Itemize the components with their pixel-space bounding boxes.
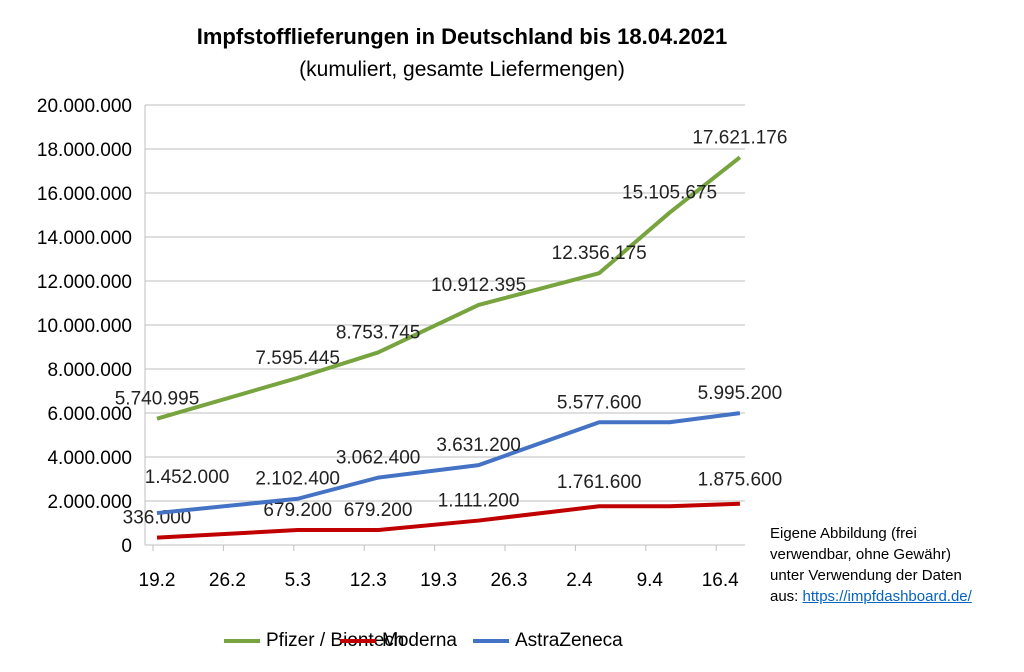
y-tick-label: 2.000.000 (47, 492, 132, 513)
x-tick-label: 26.2 (209, 570, 246, 591)
chart-title: Impfstofflieferungen in Deutschland bis … (196, 24, 728, 49)
chart-subtitle: (kumuliert, gesamte Liefermengen) (299, 58, 625, 81)
x-tick-label: 19.2 (139, 570, 176, 591)
source-link[interactable]: https://impfdashboard.de/ (802, 588, 972, 605)
y-tick-label: 4.000.000 (47, 448, 132, 469)
data-label: 7.595.445 (255, 348, 340, 369)
legend-swatch (340, 639, 376, 643)
legend-item-astrazeneca: AstraZeneca (473, 630, 623, 652)
legend-swatch (224, 639, 260, 643)
y-tick-label: 8.000.000 (47, 360, 132, 381)
note-prefix: aus: (770, 588, 803, 605)
y-tick-label: 14.000.000 (37, 228, 132, 249)
y-tick-label: 16.000.000 (37, 184, 132, 205)
data-label: 1.875.600 (698, 470, 783, 491)
x-tick-label: 2.4 (566, 570, 593, 591)
legend-item-moderna: Moderna (340, 630, 457, 652)
data-label: 5.740.995 (115, 389, 200, 410)
data-label: 12.356.175 (552, 243, 647, 264)
y-tick-label: 18.000.000 (37, 140, 132, 161)
x-tick-label: 19.3 (420, 570, 457, 591)
y-tick-label: 12.000.000 (37, 272, 132, 293)
x-tick-label: 16.4 (702, 570, 739, 591)
data-label: 5.577.600 (557, 392, 642, 413)
data-label: 8.753.745 (336, 322, 421, 343)
legend-swatch (473, 639, 509, 643)
data-label: 679.200 (344, 500, 413, 521)
data-label: 10.912.395 (431, 275, 526, 296)
data-label: 3.062.400 (336, 448, 421, 469)
legend-item-pfizer: Pfizer / Biontech (224, 630, 404, 652)
note-line: unter Verwendung der Daten (770, 567, 962, 584)
legend-label: AstraZeneca (515, 630, 623, 651)
data-label: 15.105.675 (622, 183, 717, 204)
data-label: 17.621.176 (692, 127, 787, 148)
y-tick-label: 20.000.000 (37, 96, 132, 117)
data-label: 679.200 (263, 500, 332, 521)
data-label: 2.102.400 (255, 469, 340, 490)
data-label: 1.452.000 (145, 467, 230, 488)
legend-label: Moderna (382, 630, 457, 651)
x-tick-label: 12.3 (350, 570, 387, 591)
source-note: Eigene Abbildung (frei verwendbar, ohne … (770, 523, 972, 607)
x-tick-label: 26.3 (491, 570, 528, 591)
data-label: 1.111.200 (438, 491, 520, 512)
data-label: 3.631.200 (436, 435, 521, 456)
legend-label: Pfizer / Biontech (266, 630, 405, 651)
x-tick-label: 9.4 (637, 570, 664, 591)
note-line: verwendbar, ohne Gewähr) (770, 546, 951, 563)
note-line: Eigene Abbildung (frei (770, 525, 917, 542)
x-tick-label: 5.3 (285, 570, 311, 591)
data-label: 1.761.600 (557, 472, 642, 493)
data-label: 5.995.200 (698, 383, 783, 404)
y-tick-label: 0 (121, 536, 132, 557)
y-tick-label: 10.000.000 (37, 316, 132, 337)
y-tick-label: 6.000.000 (47, 404, 132, 425)
